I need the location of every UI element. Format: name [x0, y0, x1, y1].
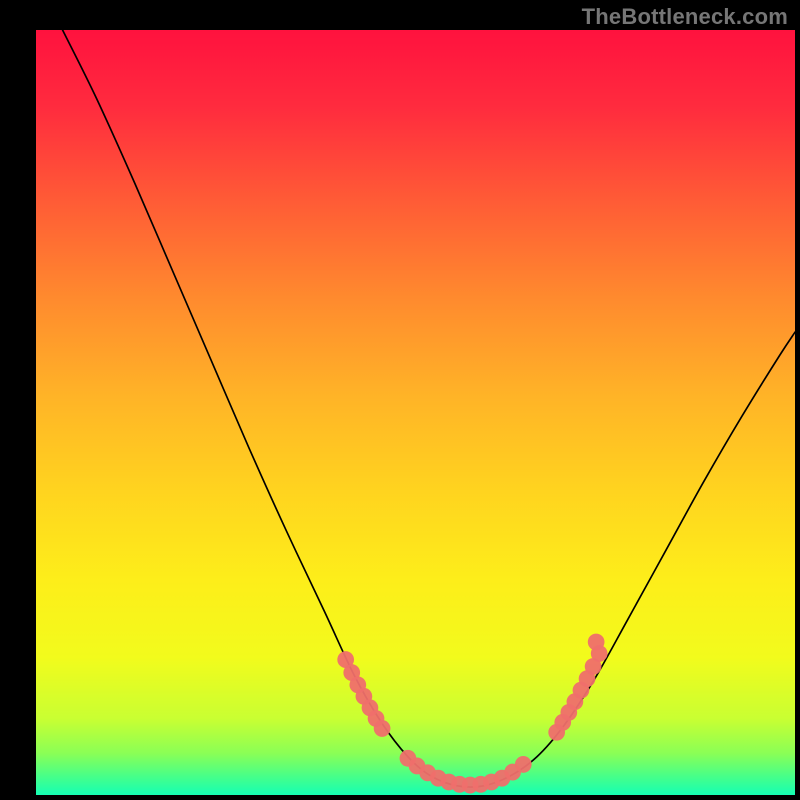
watermark-text: TheBottleneck.com — [582, 4, 788, 30]
marker-point — [374, 720, 391, 737]
plot-area — [36, 30, 795, 795]
series-markers — [36, 30, 795, 795]
figure-root: TheBottleneck.com — [0, 0, 800, 800]
marker-point — [515, 756, 532, 773]
marker-point — [588, 634, 605, 651]
